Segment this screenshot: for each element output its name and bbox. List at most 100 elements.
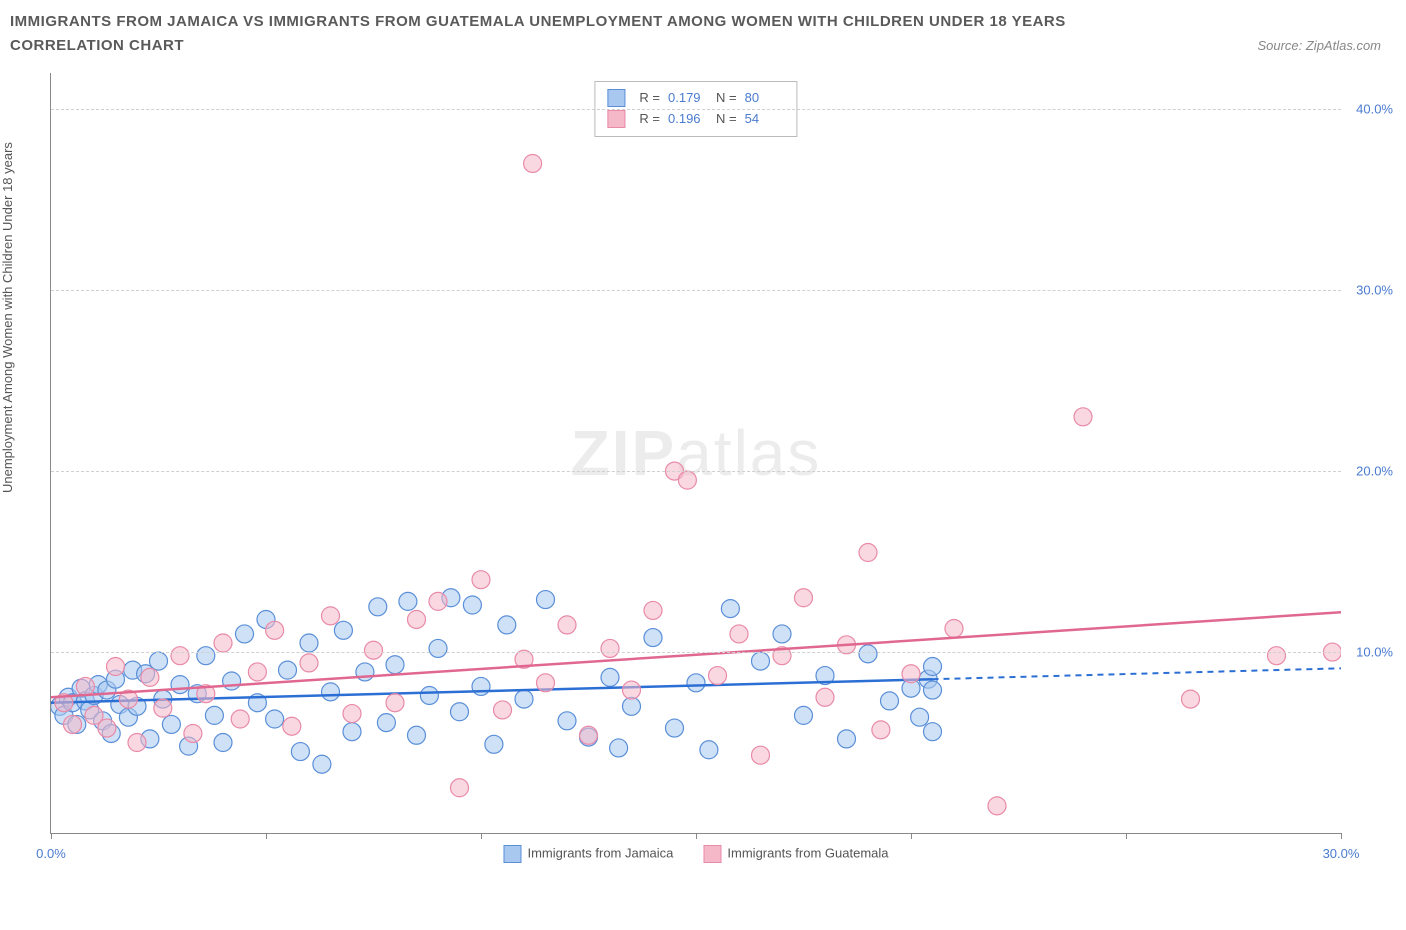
plot-area: ZIPatlas R =0.179N =80R =0.196N =54 Immi… [50, 73, 1341, 834]
data-point [601, 668, 619, 686]
data-point [687, 674, 705, 692]
data-point [184, 724, 202, 742]
data-point [334, 621, 352, 639]
data-point [721, 600, 739, 618]
data-point [838, 730, 856, 748]
stats-swatch [607, 110, 625, 128]
data-point [472, 677, 490, 695]
data-point [197, 647, 215, 665]
data-point [171, 647, 189, 665]
data-point [902, 665, 920, 683]
source-label: Source: ZipAtlas.com [1257, 38, 1381, 53]
gridline [51, 290, 1341, 291]
data-point [365, 641, 383, 659]
data-point [171, 676, 189, 694]
x-tick [1341, 833, 1342, 839]
data-point [537, 591, 555, 609]
data-point [377, 714, 395, 732]
chart-title: IMMIGRANTS FROM JAMAICA VS IMMIGRANTS FR… [10, 10, 1110, 58]
data-point [678, 471, 696, 489]
data-point [386, 694, 404, 712]
data-point [700, 741, 718, 759]
data-point [924, 723, 942, 741]
data-point [64, 715, 82, 733]
data-point [214, 734, 232, 752]
data-point [343, 723, 361, 741]
data-point [666, 719, 684, 737]
data-point [429, 592, 447, 610]
x-tick-label: 30.0% [1323, 846, 1360, 861]
data-point [580, 726, 598, 744]
data-point [498, 616, 516, 634]
chart-container: Unemployment Among Women with Children U… [10, 73, 1396, 834]
x-tick [1126, 833, 1127, 839]
data-point [709, 667, 727, 685]
gridline [51, 652, 1341, 653]
data-point [322, 607, 340, 625]
data-point [859, 544, 877, 562]
legend-swatch [703, 845, 721, 863]
data-point [872, 721, 890, 739]
data-point [214, 634, 232, 652]
data-point [1182, 690, 1200, 708]
data-point [300, 634, 318, 652]
data-point [795, 589, 813, 607]
data-point [558, 712, 576, 730]
stats-n-label: N = [716, 88, 737, 109]
chart-svg [51, 73, 1341, 833]
data-point [537, 674, 555, 692]
data-point [859, 645, 877, 663]
gridline [51, 109, 1341, 110]
stats-r-value: 0.196 [668, 109, 708, 130]
legend-label: Immigrants from Jamaica [527, 845, 673, 860]
data-point [494, 701, 512, 719]
legend-item: Immigrants from Jamaica [503, 845, 673, 863]
data-point [644, 629, 662, 647]
stats-n-label: N = [716, 109, 737, 130]
x-tick [696, 833, 697, 839]
data-point [128, 734, 146, 752]
data-point [205, 706, 223, 724]
y-axis-label: Unemployment Among Women with Children U… [0, 142, 15, 493]
legend-item: Immigrants from Guatemala [703, 845, 888, 863]
stats-swatch [607, 89, 625, 107]
x-tick [911, 833, 912, 839]
legend-bottom: Immigrants from Jamaica Immigrants from G… [503, 845, 888, 863]
data-point [924, 681, 942, 699]
data-point [291, 743, 309, 761]
data-point [752, 652, 770, 670]
data-point [816, 688, 834, 706]
data-point [1268, 647, 1286, 665]
data-point [231, 710, 249, 728]
data-point [610, 739, 628, 757]
data-point [644, 601, 662, 619]
data-point [451, 703, 469, 721]
data-point [150, 652, 168, 670]
data-point [236, 625, 254, 643]
data-point [399, 592, 417, 610]
x-tick [266, 833, 267, 839]
data-point [76, 677, 94, 695]
data-point [623, 681, 641, 699]
data-point [945, 620, 963, 638]
stats-r-label: R = [639, 109, 660, 130]
data-point [420, 686, 438, 704]
data-point [141, 668, 159, 686]
data-point [463, 596, 481, 614]
data-point [515, 690, 533, 708]
data-point [266, 621, 284, 639]
data-point [322, 683, 340, 701]
data-point [408, 610, 426, 628]
x-tick-label: 0.0% [36, 846, 66, 861]
data-point [730, 625, 748, 643]
trend-line-dashed [933, 668, 1342, 679]
data-point [98, 719, 116, 737]
data-point [601, 639, 619, 657]
data-point [369, 598, 387, 616]
legend-label: Immigrants from Guatemala [727, 845, 888, 860]
data-point [911, 708, 929, 726]
data-point [300, 654, 318, 672]
data-point [451, 779, 469, 797]
data-point [752, 746, 770, 764]
stats-r-value: 0.179 [668, 88, 708, 109]
